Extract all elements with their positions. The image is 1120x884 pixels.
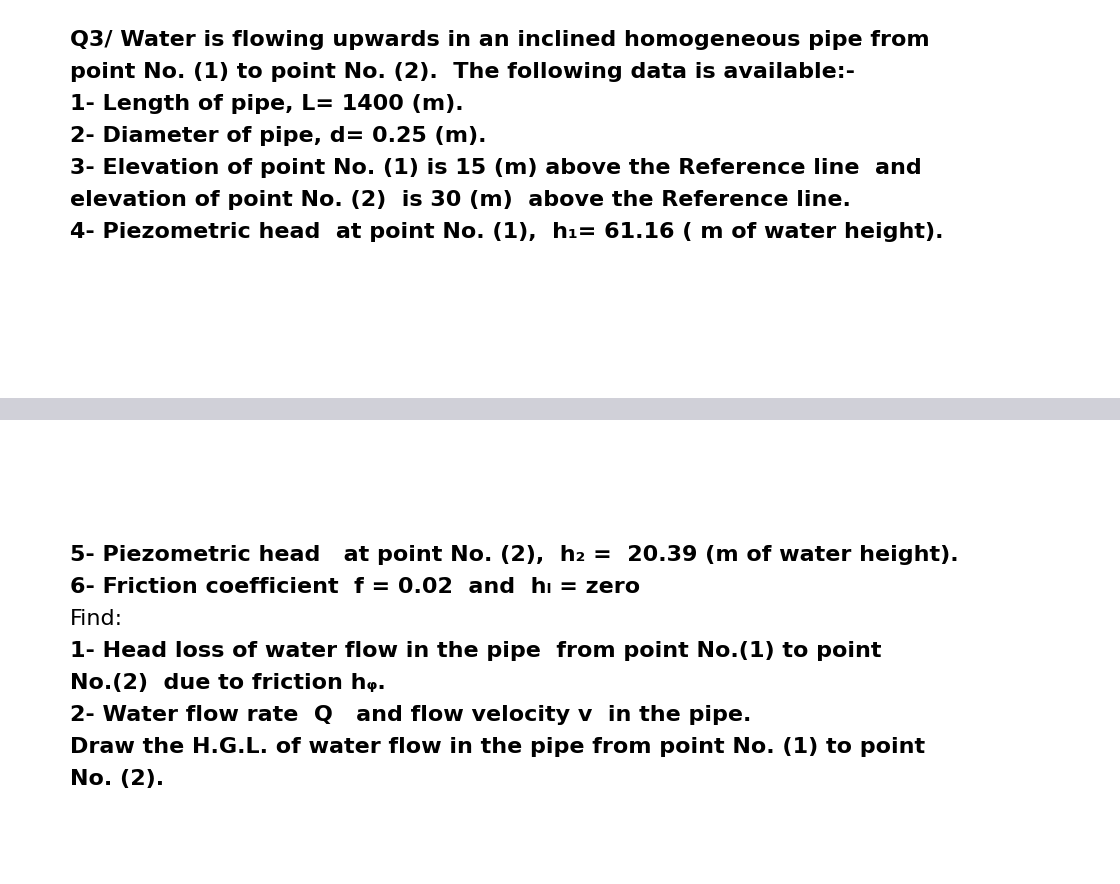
- Text: 4- Piezometric head  at point No. (1),  h₁= 61.16 ( m of water height).: 4- Piezometric head at point No. (1), h₁…: [69, 222, 943, 242]
- Text: 5- Piezometric head   at point No. (2),  h₂ =  20.39 (m of water height).: 5- Piezometric head at point No. (2), h₂…: [69, 545, 959, 565]
- Text: 1- Head loss of water flow in the pipe  from point No.(1) to point: 1- Head loss of water flow in the pipe f…: [69, 641, 881, 661]
- Text: Find:: Find:: [69, 609, 123, 629]
- Text: 3- Elevation of point No. (1) is 15 (m) above the Reference line  and: 3- Elevation of point No. (1) is 15 (m) …: [69, 158, 922, 178]
- Text: 2- Diameter of pipe, d= 0.25 (m).: 2- Diameter of pipe, d= 0.25 (m).: [69, 126, 486, 146]
- Text: point No. (1) to point No. (2).  The following data is available:-: point No. (1) to point No. (2). The foll…: [69, 62, 855, 82]
- Text: 2- Water flow rate  Q   and flow velocity v  in the pipe.: 2- Water flow rate Q and flow velocity v…: [69, 705, 752, 725]
- Text: elevation of point No. (2)  is 30 (m)  above the Reference line.: elevation of point No. (2) is 30 (m) abo…: [69, 190, 851, 210]
- Text: 1- Length of pipe, L= 1400 (m).: 1- Length of pipe, L= 1400 (m).: [69, 94, 464, 114]
- Text: No.(2)  due to friction hᵩ.: No.(2) due to friction hᵩ.: [69, 673, 385, 693]
- Text: Draw the H.G.L. of water flow in the pipe from point No. (1) to point: Draw the H.G.L. of water flow in the pip…: [69, 737, 925, 757]
- Bar: [0, 398, 1120, 420]
- Text: No. (2).: No. (2).: [69, 769, 165, 789]
- Text: Q3/ Water is flowing upwards in an inclined homogeneous pipe from: Q3/ Water is flowing upwards in an incli…: [69, 30, 930, 50]
- Text: 6- Friction coefficient  f = 0.02  and  hₗ = zero: 6- Friction coefficient f = 0.02 and hₗ …: [69, 577, 641, 597]
